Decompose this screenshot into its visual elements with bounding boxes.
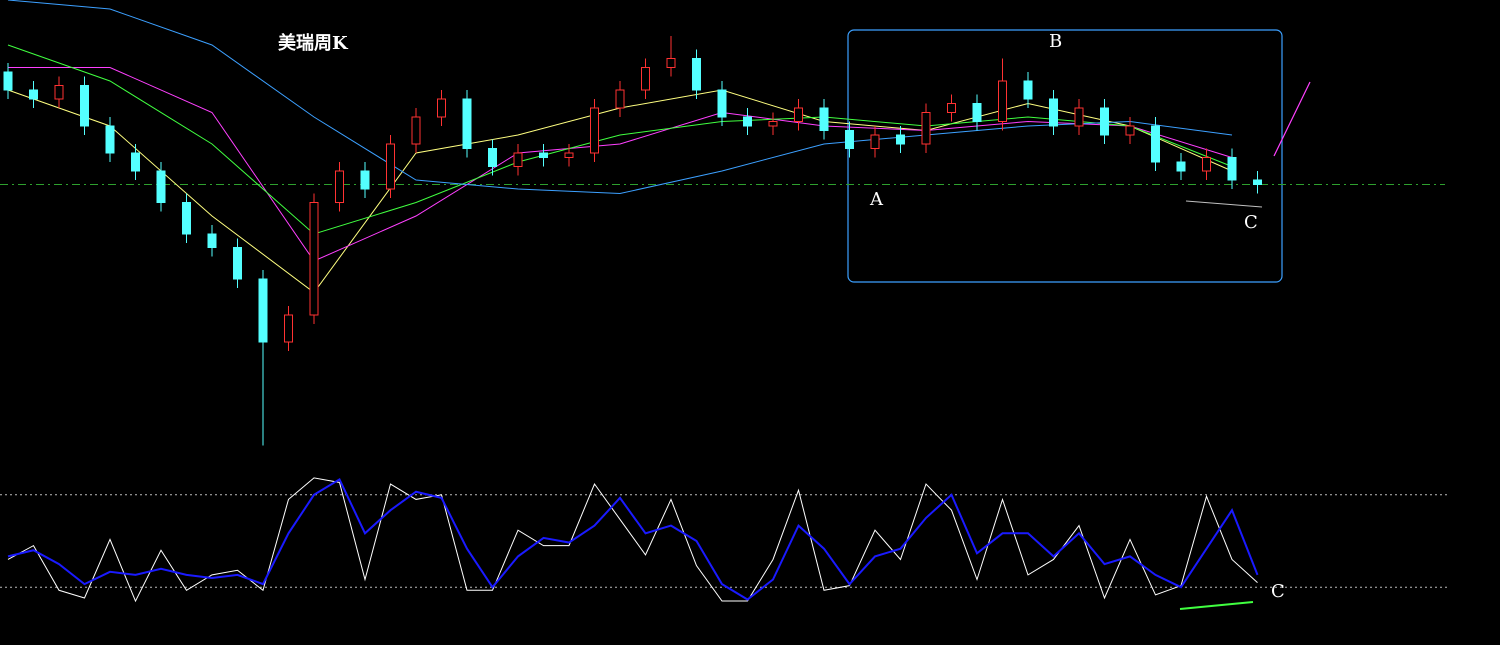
- candle-body: [1227, 157, 1237, 181]
- candle-body: [743, 116, 752, 127]
- candle-body: [1253, 179, 1262, 185]
- annotation: B: [1049, 31, 1062, 52]
- candle-body: [437, 98, 446, 118]
- candle-body: [29, 89, 38, 100]
- candle-body: [845, 130, 854, 149]
- candle-body: [1176, 161, 1186, 172]
- moving-average: [7, 0, 1233, 195]
- oscillator-line: [7, 477, 1258, 603]
- candle-body: [870, 134, 880, 149]
- candle-body: [972, 103, 982, 122]
- candle-body: [947, 103, 956, 113]
- moving-average: [7, 44, 1233, 235]
- divergence-line: [1179, 601, 1254, 610]
- candle-body: [182, 202, 191, 235]
- chart-title: 美瑞周K: [278, 32, 349, 54]
- candle-body: [539, 152, 548, 158]
- candle-body: [105, 125, 115, 154]
- candle-body: [462, 98, 472, 149]
- candle-body: [386, 143, 395, 190]
- candle-body: [998, 80, 1007, 122]
- candle-body: [692, 58, 701, 91]
- candle-body: [233, 247, 242, 280]
- candle-body: [411, 116, 421, 145]
- candle-body: [309, 202, 319, 316]
- candle-body: [54, 85, 64, 100]
- candle-body: [896, 134, 905, 145]
- candle-body: [1202, 157, 1211, 172]
- candle-body: [1049, 98, 1058, 127]
- candle-body: [794, 107, 803, 122]
- candle-body: [1151, 125, 1160, 163]
- candle-body: [513, 152, 523, 167]
- annotation: A: [869, 189, 884, 210]
- candle-body: [360, 170, 370, 190]
- candle-body: [1100, 107, 1109, 136]
- oscillator-line: [7, 477, 1259, 601]
- candle-body: [921, 112, 931, 145]
- annotation: C: [1271, 581, 1285, 602]
- candle-body: [335, 170, 344, 203]
- candle-body: [819, 107, 829, 131]
- candle-body: [488, 148, 497, 167]
- annotation: C: [1244, 212, 1258, 233]
- moving-average: [8, 67, 1233, 262]
- candle-body: [590, 107, 599, 154]
- candle-body: [564, 152, 574, 158]
- candle-body: [80, 85, 89, 127]
- candle-body: [717, 89, 727, 118]
- candle-body: [284, 314, 293, 343]
- candle-body: [641, 67, 650, 91]
- candle-body: [615, 89, 625, 109]
- candle-body: [1074, 107, 1084, 127]
- trend-line: [1273, 81, 1311, 157]
- highlight-box: [847, 29, 1283, 283]
- trend-line: [1185, 200, 1263, 208]
- candle-body: [3, 71, 13, 91]
- candle-body: [131, 152, 140, 172]
- candle-body: [768, 121, 778, 127]
- candle-body: [1023, 80, 1033, 100]
- candle-body: [207, 233, 217, 248]
- candle-body: [666, 58, 676, 68]
- candle-body: [258, 278, 268, 343]
- candle-body: [156, 170, 166, 203]
- candle-body: [1125, 125, 1135, 136]
